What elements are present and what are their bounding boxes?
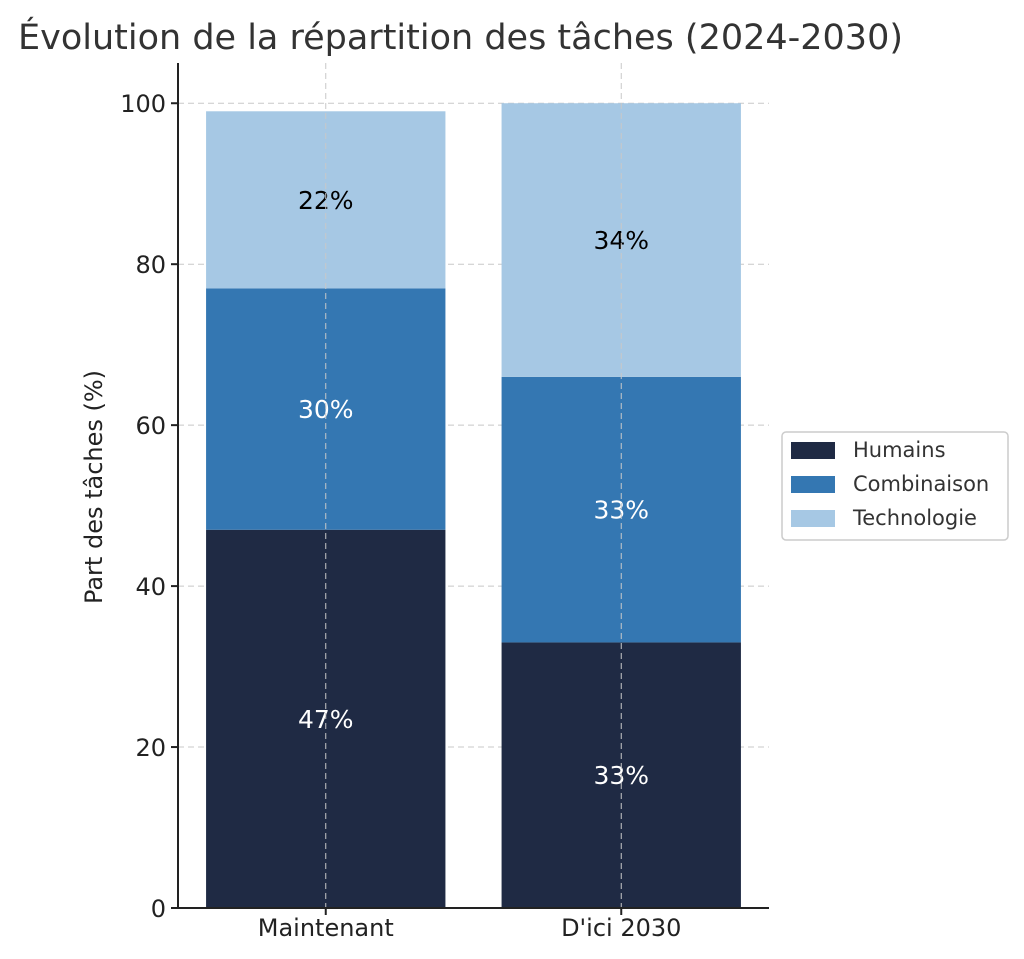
y-tick-label: 20 [135,734,166,762]
bar-value-label: 22% [298,186,354,215]
x-ticks: Maintenant D'ici 2030 [258,908,681,942]
y-ticks: 0 20 40 60 80 100 [120,90,178,923]
y-tick-label: 0 [151,895,166,923]
bar-value-label: 47% [298,705,354,734]
legend-swatch [791,510,835,527]
legend-label: Technologie [852,506,977,530]
x-tick-label: Maintenant [258,914,394,942]
legend-swatch [791,442,835,459]
y-tick-label: 100 [120,90,166,118]
bar-value-label: 30% [298,395,354,424]
chart-title: Évolution de la répartition des tâches (… [18,16,903,58]
legend: Humains Combinaison Technologie [781,431,1009,541]
bar-value-label: 33% [593,496,649,525]
legend-label: Combinaison [853,472,989,496]
axes [177,63,769,909]
legend-swatch [791,476,835,493]
legend-box [781,431,1009,541]
bar-labels: 47%33%30%33%22%34% [298,63,649,908]
legend-label: Humains [853,438,946,462]
bar-value-label: 34% [593,226,649,255]
x-tick-label: D'ici 2030 [561,914,681,942]
y-tick-label: 40 [135,573,166,601]
y-tick-label: 60 [135,412,166,440]
y-axis-label: Part des tâches (%) [80,370,108,604]
y-tick-label: 80 [135,251,166,279]
bars [206,103,741,908]
